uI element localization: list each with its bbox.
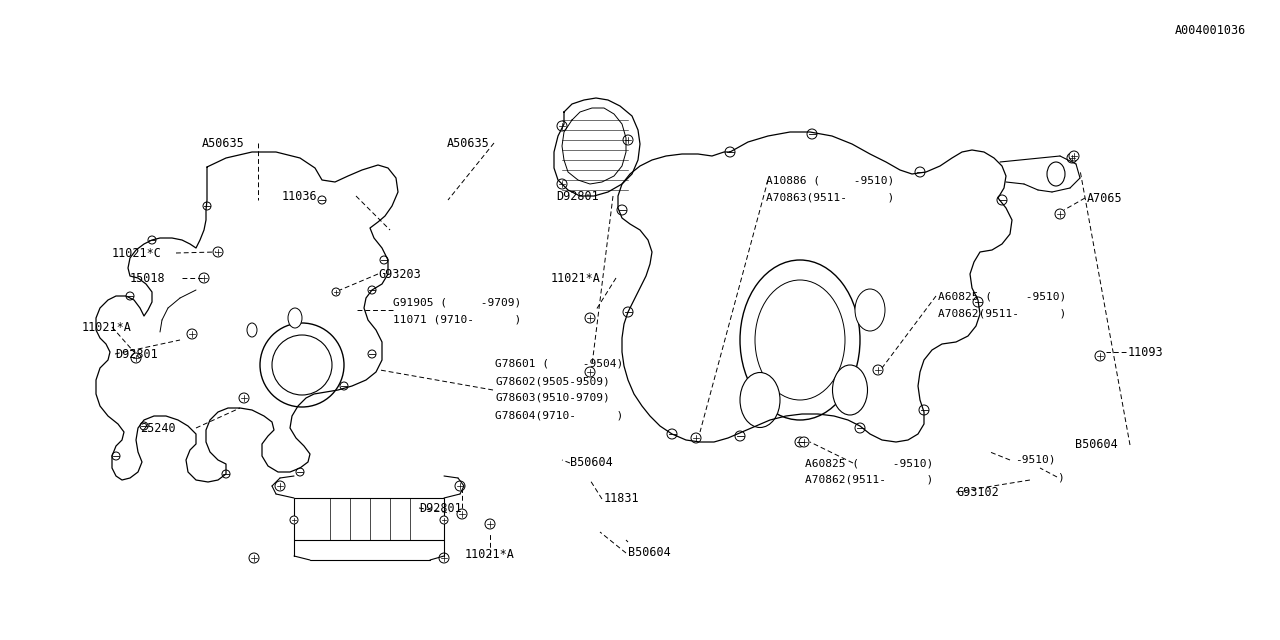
Circle shape bbox=[221, 470, 230, 478]
Circle shape bbox=[457, 509, 467, 519]
Circle shape bbox=[332, 288, 340, 296]
Text: A50635: A50635 bbox=[447, 136, 490, 150]
Circle shape bbox=[1068, 153, 1076, 163]
Text: 11093: 11093 bbox=[1128, 346, 1164, 358]
Ellipse shape bbox=[1047, 162, 1065, 186]
Text: G78601 (     -9504): G78601 ( -9504) bbox=[495, 358, 623, 368]
Circle shape bbox=[855, 423, 865, 433]
Text: 11071 (9710-      ): 11071 (9710- ) bbox=[393, 314, 521, 324]
Ellipse shape bbox=[832, 365, 868, 415]
Circle shape bbox=[973, 297, 983, 307]
Circle shape bbox=[585, 313, 595, 323]
Circle shape bbox=[454, 481, 465, 491]
Text: 11021*A: 11021*A bbox=[82, 321, 132, 333]
Text: A7065: A7065 bbox=[1087, 191, 1123, 205]
Text: A70863(9511-      ): A70863(9511- ) bbox=[765, 192, 895, 202]
Text: -9510): -9510) bbox=[1015, 455, 1056, 465]
Circle shape bbox=[275, 481, 285, 491]
Text: A70862(9511-      ): A70862(9511- ) bbox=[938, 308, 1066, 318]
Circle shape bbox=[198, 273, 209, 283]
Circle shape bbox=[623, 307, 634, 317]
Circle shape bbox=[691, 433, 701, 443]
Circle shape bbox=[806, 129, 817, 139]
Circle shape bbox=[557, 121, 567, 131]
Text: A60825 (     -9510): A60825 ( -9510) bbox=[805, 458, 933, 468]
Circle shape bbox=[1055, 209, 1065, 219]
Text: G78603(9510-9709): G78603(9510-9709) bbox=[495, 393, 609, 403]
Circle shape bbox=[557, 179, 567, 189]
Ellipse shape bbox=[247, 323, 257, 337]
Circle shape bbox=[260, 323, 344, 407]
Text: G93102: G93102 bbox=[956, 486, 998, 499]
Circle shape bbox=[317, 196, 326, 204]
Text: 11021*C: 11021*C bbox=[113, 246, 161, 259]
Circle shape bbox=[485, 519, 495, 529]
Text: A50635: A50635 bbox=[202, 136, 244, 150]
Circle shape bbox=[204, 202, 211, 210]
Circle shape bbox=[187, 329, 197, 339]
Ellipse shape bbox=[288, 308, 302, 328]
Circle shape bbox=[369, 286, 376, 294]
Ellipse shape bbox=[755, 280, 845, 400]
Circle shape bbox=[919, 405, 929, 415]
Text: B50604: B50604 bbox=[628, 547, 671, 559]
Ellipse shape bbox=[740, 372, 780, 428]
Text: A10886 (     -9510): A10886 ( -9510) bbox=[765, 175, 895, 185]
Circle shape bbox=[291, 516, 298, 524]
Circle shape bbox=[296, 468, 305, 476]
Text: 11036: 11036 bbox=[282, 189, 317, 202]
Text: 11021*A: 11021*A bbox=[550, 271, 600, 285]
Text: B50604: B50604 bbox=[1075, 438, 1117, 451]
Circle shape bbox=[273, 335, 332, 395]
Text: ): ) bbox=[1057, 472, 1064, 482]
Circle shape bbox=[724, 147, 735, 157]
Circle shape bbox=[915, 167, 925, 177]
Text: G91905 (     -9709): G91905 ( -9709) bbox=[393, 297, 521, 307]
Circle shape bbox=[113, 452, 120, 460]
Text: A004001036: A004001036 bbox=[1175, 24, 1247, 36]
Circle shape bbox=[799, 437, 809, 447]
FancyBboxPatch shape bbox=[294, 498, 444, 540]
Circle shape bbox=[148, 236, 156, 244]
Circle shape bbox=[239, 393, 250, 403]
Text: D92801: D92801 bbox=[115, 348, 157, 360]
Text: 11831: 11831 bbox=[604, 493, 640, 506]
Circle shape bbox=[212, 247, 223, 257]
Ellipse shape bbox=[740, 260, 860, 420]
Circle shape bbox=[873, 365, 883, 375]
Text: G78602(9505-9509): G78602(9505-9509) bbox=[495, 376, 609, 386]
Text: 25240: 25240 bbox=[140, 422, 175, 435]
Circle shape bbox=[623, 135, 634, 145]
Text: 15018: 15018 bbox=[131, 271, 165, 285]
Text: A60825 (     -9510): A60825 ( -9510) bbox=[938, 291, 1066, 301]
Text: G78604(9710-      ): G78604(9710- ) bbox=[495, 410, 623, 420]
Text: D92801: D92801 bbox=[419, 502, 462, 515]
Circle shape bbox=[380, 256, 388, 264]
Text: A70862(9511-      ): A70862(9511- ) bbox=[805, 475, 933, 485]
Circle shape bbox=[369, 350, 376, 358]
Circle shape bbox=[585, 367, 595, 377]
Text: 11021*A: 11021*A bbox=[465, 548, 515, 561]
Circle shape bbox=[795, 437, 805, 447]
Circle shape bbox=[1094, 351, 1105, 361]
Circle shape bbox=[125, 292, 134, 300]
Text: D92801: D92801 bbox=[556, 189, 599, 202]
Circle shape bbox=[131, 353, 141, 363]
Circle shape bbox=[140, 422, 148, 430]
Circle shape bbox=[439, 553, 449, 563]
Circle shape bbox=[250, 553, 259, 563]
Circle shape bbox=[667, 429, 677, 439]
Circle shape bbox=[440, 516, 448, 524]
Text: B50604: B50604 bbox=[570, 456, 613, 470]
Circle shape bbox=[1069, 151, 1079, 161]
Circle shape bbox=[735, 431, 745, 441]
Circle shape bbox=[617, 205, 627, 215]
Circle shape bbox=[997, 195, 1007, 205]
Circle shape bbox=[340, 382, 348, 390]
Ellipse shape bbox=[855, 289, 884, 331]
Text: G93203: G93203 bbox=[378, 268, 421, 280]
